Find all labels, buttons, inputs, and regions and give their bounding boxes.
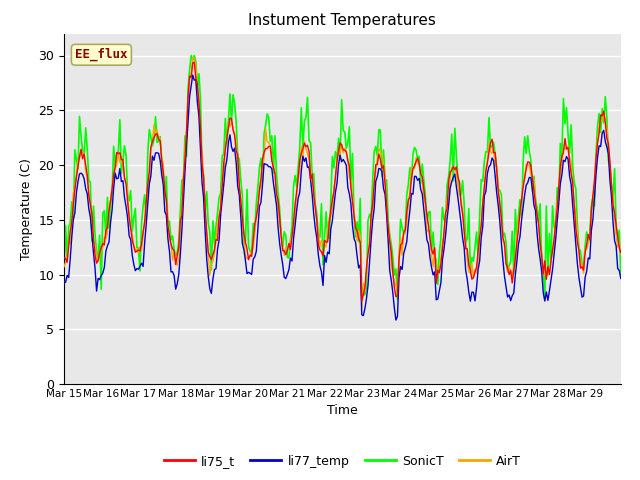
li75_t <box>255 187 263 192</box>
SonicT <box>589 195 596 201</box>
li75_t <box>246 252 254 258</box>
li77_temp <box>589 216 596 222</box>
li77_temp <box>617 276 625 281</box>
SonicT <box>617 272 625 278</box>
li77_temp <box>60 279 68 285</box>
Text: EE_flux: EE_flux <box>75 48 127 61</box>
li77_temp <box>392 317 400 323</box>
AirT <box>246 253 254 259</box>
AirT <box>60 264 68 270</box>
li75_t <box>191 60 198 65</box>
AirT <box>617 252 625 257</box>
Legend: li75_t, li77_temp, SonicT, AirT: li75_t, li77_temp, SonicT, AirT <box>159 450 526 473</box>
SonicT <box>255 165 263 171</box>
AirT <box>255 188 263 194</box>
SonicT <box>129 229 136 235</box>
li77_temp <box>189 72 196 78</box>
Line: li75_t: li75_t <box>64 62 621 301</box>
li77_temp <box>255 204 263 209</box>
li75_t <box>305 148 313 154</box>
AirT <box>358 305 365 311</box>
li77_temp <box>246 270 254 276</box>
AirT <box>228 120 236 125</box>
li75_t <box>358 298 365 304</box>
SonicT <box>305 138 313 144</box>
AirT <box>589 197 596 203</box>
AirT <box>305 156 313 162</box>
SonicT <box>246 248 254 254</box>
Line: li77_temp: li77_temp <box>64 75 621 320</box>
Title: Instument Temperatures: Instument Temperatures <box>248 13 436 28</box>
li75_t <box>129 238 136 243</box>
SonicT <box>188 53 195 59</box>
SonicT <box>60 271 68 276</box>
SonicT <box>358 298 365 303</box>
Line: SonicT: SonicT <box>64 56 621 300</box>
li77_temp <box>305 164 313 170</box>
li75_t <box>589 192 596 198</box>
AirT <box>129 231 136 237</box>
li77_temp <box>228 144 236 150</box>
li77_temp <box>129 252 136 258</box>
AirT <box>189 55 196 60</box>
Line: AirT: AirT <box>64 58 621 308</box>
X-axis label: Time: Time <box>327 405 358 418</box>
Y-axis label: Temperature (C): Temperature (C) <box>20 158 33 260</box>
li75_t <box>617 250 625 255</box>
SonicT <box>228 119 236 124</box>
li75_t <box>228 116 236 121</box>
li75_t <box>60 255 68 261</box>
